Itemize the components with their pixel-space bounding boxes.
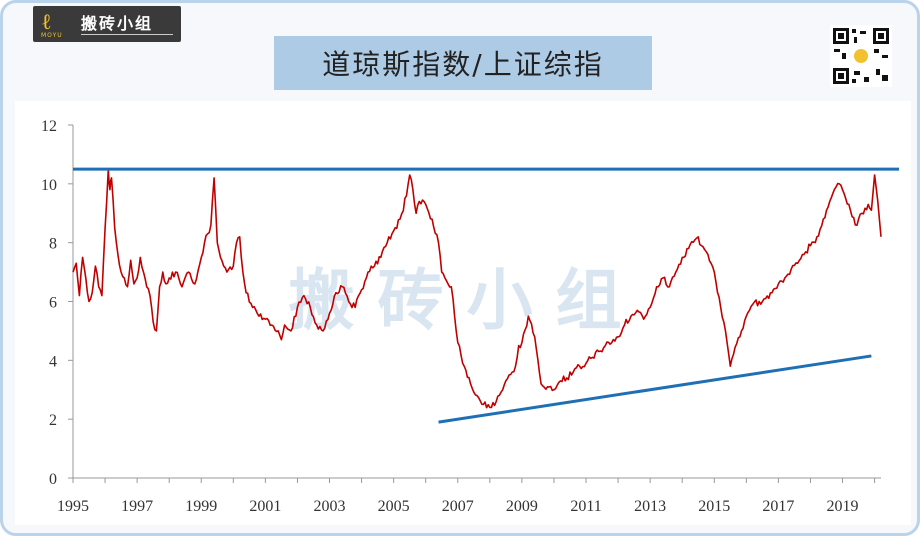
chart-svg: 搬 砖 小 组 0 2 4 6 8 10 12 1995 1997 1999 2001 2003 200… — [41, 118, 899, 515]
logo-subtext: MOYU — [41, 32, 63, 39]
x-tick-label: 2019 — [827, 498, 859, 515]
series-line — [72, 168, 882, 409]
x-tick-label: 2009 — [506, 498, 538, 515]
chart-title: 道琼斯指数/上证综指 — [322, 48, 604, 81]
logo-mark-icon: ℓ — [41, 10, 52, 35]
x-tick-label: 2001 — [249, 498, 281, 515]
y-tick-label: 12 — [41, 118, 57, 135]
x-tick-label: 2007 — [442, 498, 474, 515]
x-tick-label: 2017 — [762, 498, 794, 515]
y-tick-label: 10 — [41, 177, 57, 194]
x-tick-label: 2003 — [314, 498, 346, 515]
brand-logo: ℓ MOYU 搬砖小组 — [33, 6, 181, 42]
y-tick-label: 4 — [49, 353, 57, 370]
x-tick-label: 1999 — [185, 498, 217, 515]
x-tick-label: 2013 — [634, 498, 666, 515]
watermark-text: 搬 砖 小 组 — [289, 262, 622, 339]
logo-text: 搬砖小组 — [81, 14, 154, 33]
logo-divider — [81, 34, 173, 35]
chart-title-box: 道琼斯指数/上证综指 — [274, 36, 652, 90]
x-tick-label: 2005 — [378, 498, 410, 515]
y-tick-label: 8 — [49, 236, 57, 253]
qr-code-icon — [830, 25, 892, 87]
reference-line-trend — [438, 354, 872, 424]
y-tick-label: 0 — [49, 471, 57, 488]
x-tick-label: 2015 — [698, 498, 730, 515]
y-tick-label: 2 — [49, 412, 57, 429]
y-tick-label: 6 — [49, 295, 57, 312]
x-tick-label: 1997 — [121, 498, 153, 515]
x-tick-label: 2011 — [570, 498, 601, 515]
x-tick-label: 1995 — [57, 498, 89, 515]
plot-area: 搬 砖 小 组 0 2 4 6 8 10 12 1995 1997 1999 2001 2003 200… — [15, 101, 911, 525]
